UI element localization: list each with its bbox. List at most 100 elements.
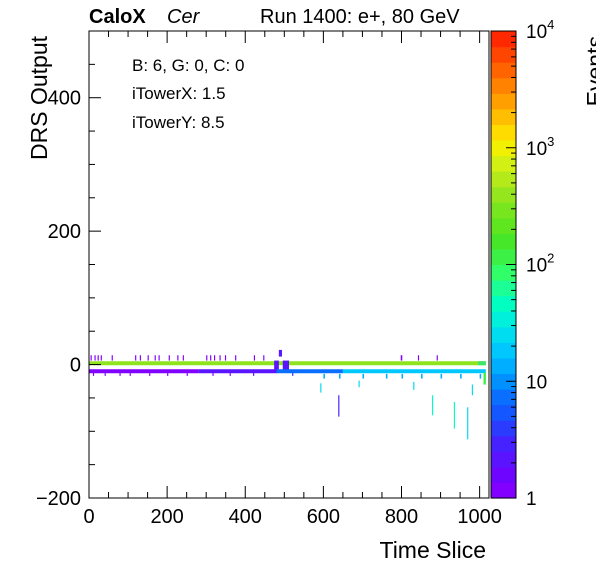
heatmap-cell — [292, 372, 294, 376]
palette-swatch — [491, 482, 516, 499]
heatmap-cell — [100, 355, 102, 361]
palette-swatch — [491, 217, 516, 234]
palette-swatch — [491, 373, 516, 390]
heatmap-cell — [135, 355, 137, 361]
band-rect — [478, 361, 486, 366]
z-tick-exponent: 3 — [547, 134, 554, 149]
annotation-board: B: 6, G: 0, C: 0 — [132, 56, 245, 75]
y-tick-label: 0 — [70, 355, 81, 377]
heatmap-cell — [385, 373, 388, 379]
y-tick-label: −200 — [36, 488, 81, 510]
heatmap-cell — [90, 355, 92, 361]
heatmap-cell — [339, 373, 341, 379]
plot-area — [89, 349, 486, 440]
heatmap-cell — [119, 372, 121, 376]
z-tick-label: 103 — [526, 134, 554, 160]
z-axis-label: Events — [582, 36, 596, 107]
heatmap-cell — [154, 355, 156, 361]
x-tick-label: 600 — [307, 506, 340, 528]
palette-swatch — [491, 451, 516, 468]
heatmap-cell — [471, 384, 473, 396]
heatmap-cell — [320, 383, 322, 393]
palette-swatch — [491, 124, 516, 141]
heatmap-cell — [274, 360, 279, 370]
palette-swatch — [491, 139, 516, 157]
heatmap-cell — [235, 355, 237, 361]
x-tick-label: 400 — [229, 506, 262, 528]
heatmap-cell — [149, 372, 151, 376]
heatmap-cell — [479, 373, 482, 379]
heatmap-cell — [214, 355, 216, 361]
heatmap-cell — [182, 355, 184, 361]
heatmap-cell — [440, 373, 443, 379]
y-tick-label: 400 — [48, 88, 81, 110]
palette-swatch — [491, 171, 516, 188]
heatmap-cell — [104, 372, 106, 376]
heatmap-cell — [453, 401, 456, 429]
heatmap-cell — [323, 373, 325, 379]
heatmap-cell — [212, 372, 214, 376]
color-palette — [490, 30, 517, 499]
x-axis-label: Time Slice — [379, 537, 487, 563]
heatmap-cell — [167, 372, 169, 376]
heatmap-cell — [483, 372, 486, 385]
heatmap-cell — [421, 373, 423, 379]
heatmap-cell — [278, 349, 282, 357]
palette-swatch — [491, 264, 516, 281]
z-axis: 1 10 102 103 104 — [506, 17, 554, 510]
header-channel: Cer — [167, 6, 200, 28]
heatmap-cell — [358, 380, 360, 388]
palette-swatch — [491, 295, 516, 312]
palette-swatch — [491, 389, 516, 406]
heatmap-cell — [467, 407, 469, 440]
x-tick-label: 800 — [385, 506, 418, 528]
heatmap-cell — [94, 355, 96, 361]
heatmap-cell — [263, 355, 265, 361]
heatmap-cell — [362, 373, 364, 379]
heatmap-cell — [342, 369, 486, 374]
heatmap-cell — [210, 355, 212, 361]
x-tick-label: 0 — [83, 506, 94, 528]
y-axis: −200 0 200 400 — [36, 30, 101, 510]
heatmap-cell — [89, 369, 199, 374]
palette-swatch — [491, 404, 516, 421]
palette-swatch — [491, 108, 516, 125]
y-axis-label: DRS Output — [26, 36, 52, 160]
z-tick-label: 102 — [526, 251, 554, 277]
palette-swatch — [491, 77, 516, 94]
heatmap-cell — [186, 372, 188, 376]
heatmap-cell — [413, 381, 415, 390]
heatmap-cell — [460, 373, 462, 379]
heatmap-cell — [253, 372, 255, 376]
z-tick-exponent: 4 — [547, 17, 554, 32]
heatmap-cell — [253, 355, 256, 361]
z-tick-label: 104 — [526, 17, 554, 43]
heatmap-cell — [417, 355, 420, 361]
heatmap-cell — [198, 369, 277, 374]
heatmap-cell — [338, 395, 340, 417]
palette-swatch — [491, 280, 516, 297]
heatmap-cell — [436, 355, 438, 361]
heatmap-cell — [229, 372, 231, 376]
palette-swatch — [491, 155, 516, 172]
palette-swatch — [491, 31, 516, 48]
palette-swatch — [491, 202, 516, 219]
x-tick-label: 1000 — [457, 506, 502, 528]
heatmap-cell — [139, 355, 141, 361]
heatmap-cell — [206, 355, 208, 361]
palette-swatch — [491, 93, 516, 110]
heatmap-cell — [111, 355, 113, 361]
heatmap-cell — [431, 395, 434, 416]
heatmap-cell — [177, 355, 179, 361]
z-tick-label: 10 — [526, 372, 547, 393]
heatmap-cell — [147, 355, 149, 361]
heatmap-cell — [129, 372, 131, 376]
heatmap-cell — [92, 372, 95, 376]
palette-swatch — [491, 46, 516, 63]
heatmap-cell — [97, 355, 99, 361]
z-tick-label: 1 — [526, 489, 537, 510]
palette-swatch — [491, 62, 516, 79]
palette-swatch — [491, 233, 516, 250]
palette-swatch — [491, 466, 516, 484]
